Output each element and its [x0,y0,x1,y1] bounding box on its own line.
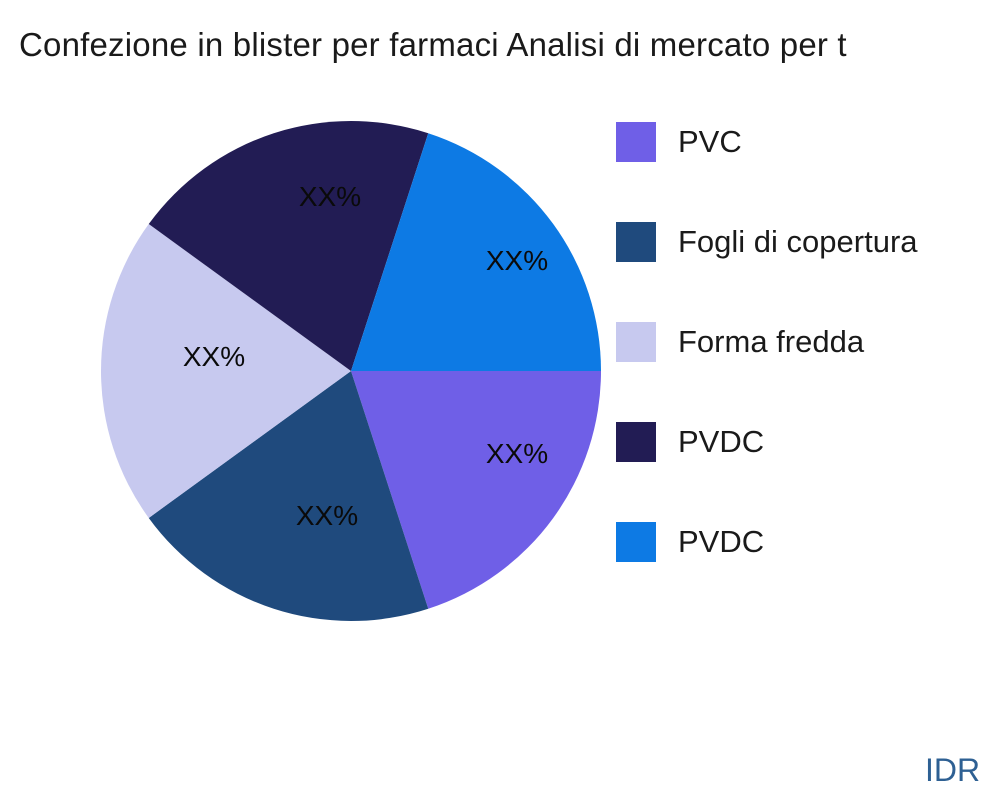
chart-title: Confezione in blister per farmaci Analis… [19,26,847,63]
pie-slice-4-pvdc [148,121,429,371]
legend-label: PVC [678,124,742,159]
pie-slice-3-forma-fredda [101,224,351,518]
legend-item: PVC [616,122,918,162]
watermark: IDR [925,752,981,788]
legend-swatch [616,122,656,162]
legend-item: PVDC [616,422,918,462]
legend-item: Fogli di copertura [616,222,918,262]
legend-swatch [616,522,656,562]
legend-label: PVDC [678,524,765,559]
slice-value-label: XX% [298,181,362,212]
pie-slice-2-fogli-di-copertura [148,371,429,621]
slice-value-label: XX% [485,438,549,469]
slice-value-label: XX% [182,341,246,372]
pie-slice-5-pvdc [351,133,601,371]
legend-item: Forma fredda [616,322,918,362]
legend-swatch [616,322,656,362]
legend: PVC Fogli di copertura Forma fredda PVDC PVD… [616,122,918,562]
legend-item: PVDC [616,522,918,562]
pie-slice-1-pvc [351,371,601,609]
legend-label: Fogli di copertura [678,224,918,259]
legend-label: PVDC [678,424,765,459]
legend-swatch [616,422,656,462]
slice-value-label: XX% [485,245,549,276]
legend-swatch [616,222,656,262]
legend-label: Forma fredda [678,324,865,359]
slice-value-label: XX% [295,500,359,531]
